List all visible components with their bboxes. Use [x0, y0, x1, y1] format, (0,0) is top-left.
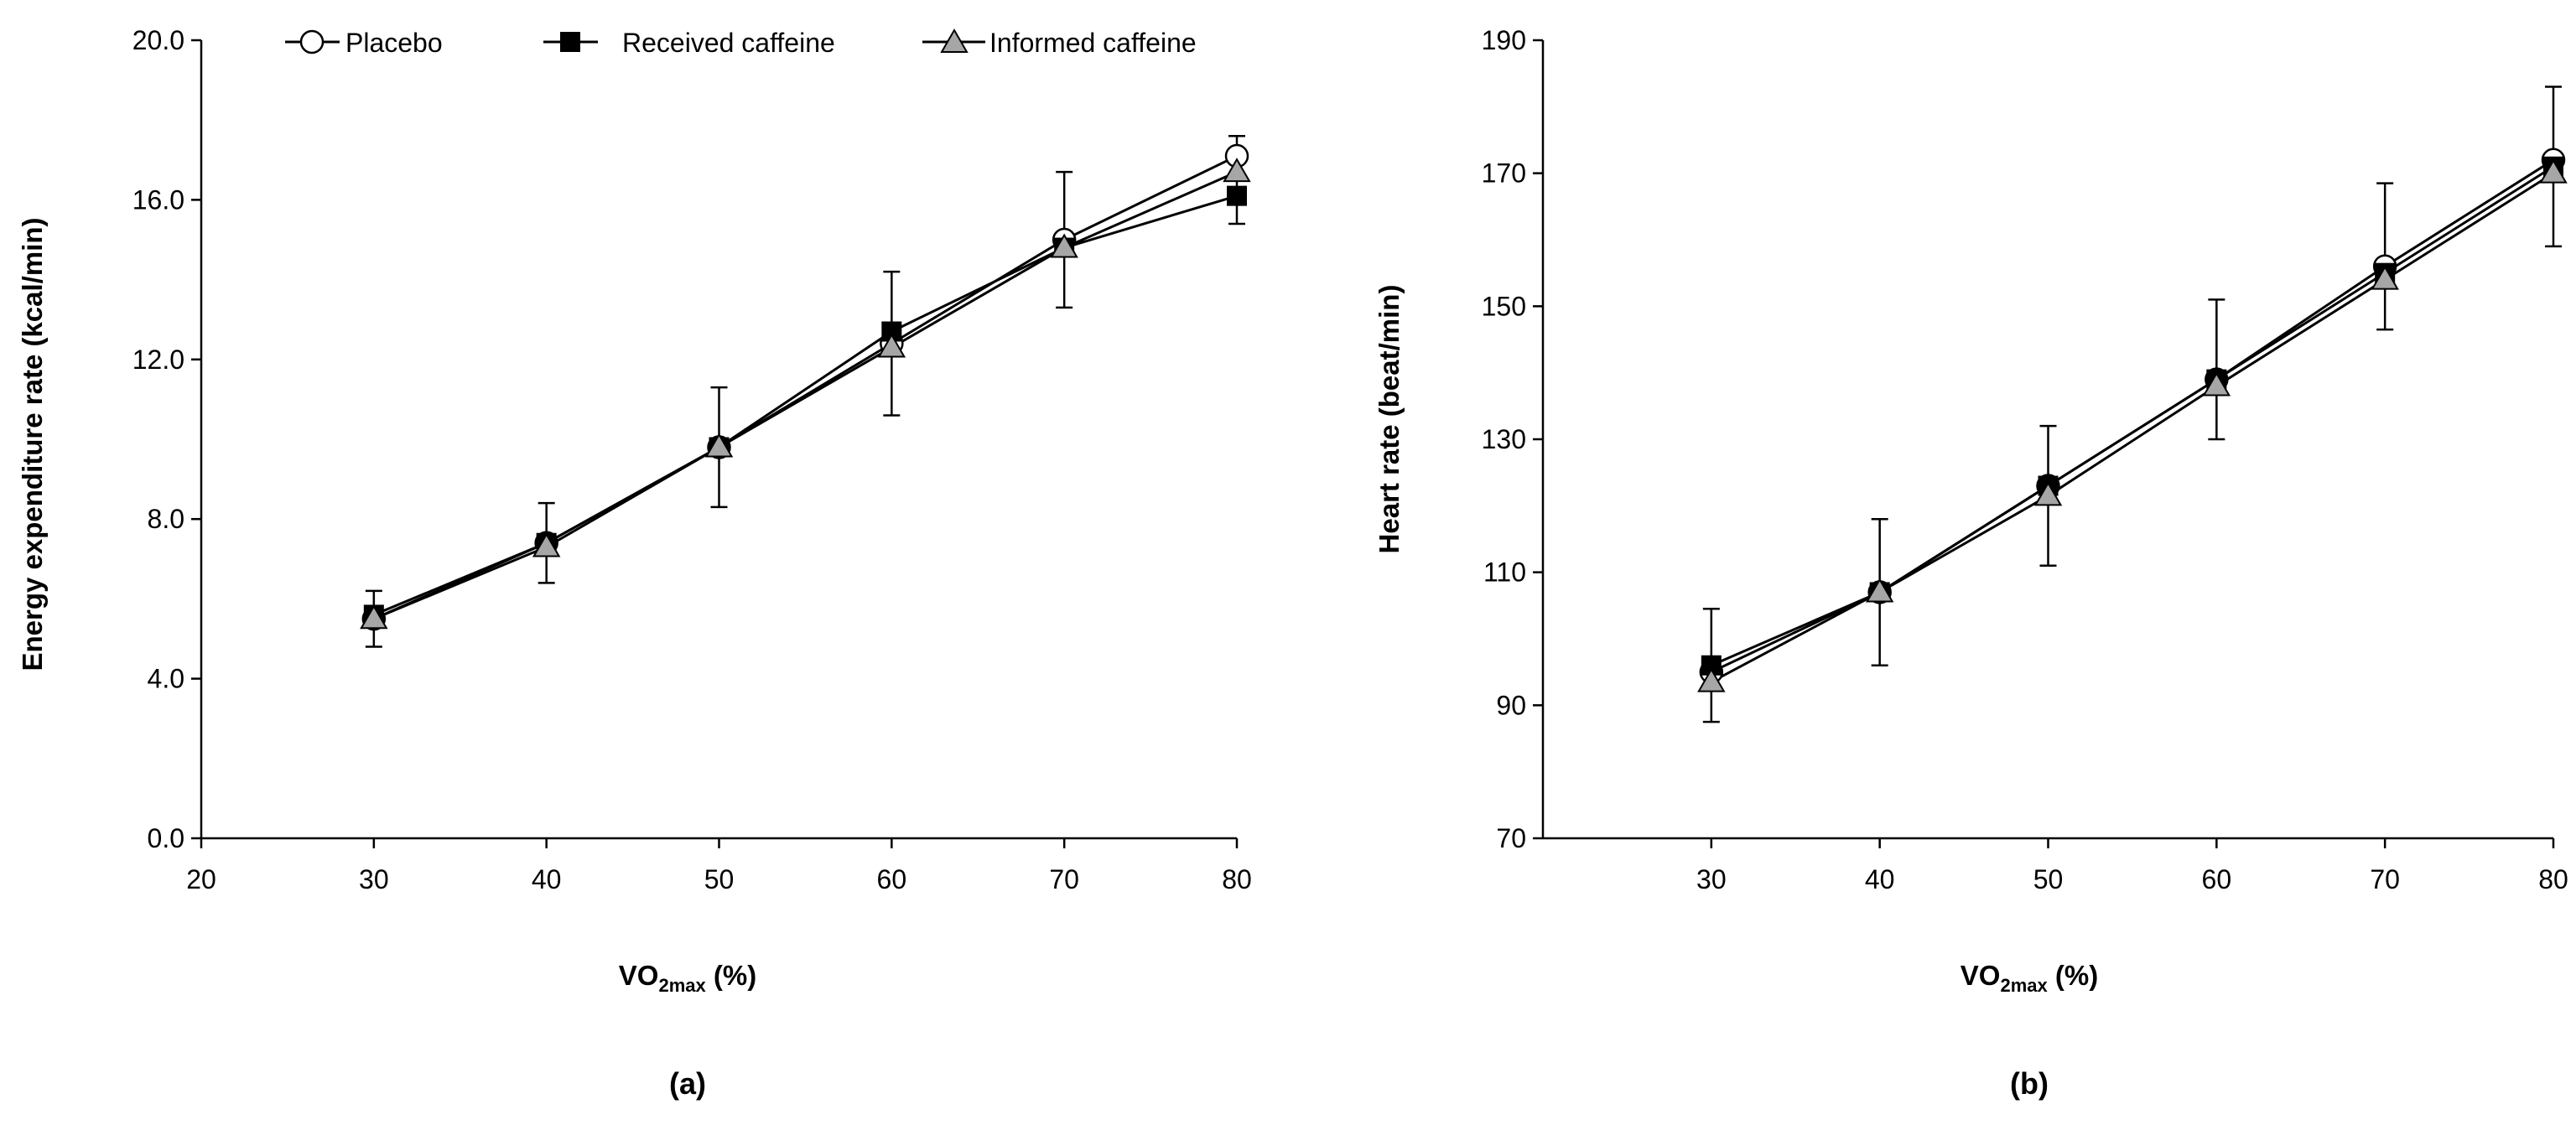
- panel-a-line-informed-caffeine: [373, 170, 1238, 620]
- panel-a-point-informed-caffeine: [877, 333, 906, 358]
- panel-a-point-informed-caffeine: [532, 532, 561, 557]
- panel-b-axes: [1533, 39, 2555, 848]
- panel-b-x-axis-title: VO2max (%): [1961, 960, 2098, 996]
- panel-b-x-tick-label: 50: [2033, 864, 2064, 894]
- panel-a-markers: [360, 143, 1251, 631]
- panel-a-point-informed-caffeine: [1223, 158, 1251, 183]
- panel-a-point-informed-caffeine: [360, 604, 388, 630]
- legend-label-received-caffeine: Received caffeine: [622, 28, 835, 58]
- panel-b-y-tick-label: 170: [1482, 158, 1526, 189]
- legend-item-informed-caffeine: Informed caffeine: [922, 28, 1197, 58]
- panel-b-tick-labels: 70 90 110 130 150 170 190 30 40 50 60 70 80: [1482, 25, 2568, 894]
- legend-item-received-caffeine: Received caffeine: [543, 28, 835, 58]
- panel-a-point-informed-caffeine: [704, 433, 734, 458]
- panel-b-y-tick-label: 190: [1482, 25, 1526, 55]
- panel-b-series-lines: [1711, 158, 2554, 683]
- panel-a-series-lines: [373, 154, 1238, 620]
- panel-a-tick-labels: 0.0 4.0 8.0 12.0 16.0 20.0 20 30 40 50 60 70 80: [132, 25, 1252, 894]
- panel-a-x-tick-label: 80: [1222, 864, 1252, 894]
- panel-b-line-placebo: [1711, 158, 2554, 674]
- panel-b-point-informed-caffeine: [2033, 481, 2063, 506]
- panel-a-label: (a): [669, 1066, 706, 1101]
- panel-b-y-tick-label: 90: [1496, 690, 1526, 720]
- panel-a-x-tick-label: 50: [704, 864, 735, 894]
- legend-received-square-icon: [560, 32, 580, 52]
- panel-b-y-tick-label: 150: [1482, 291, 1526, 321]
- panel-a-y-axis-title: Energy expenditure rate (kcal/min): [17, 217, 48, 671]
- legend-item-placebo: Placebo: [285, 28, 443, 58]
- panel-b-point-informed-caffeine: [2371, 265, 2399, 290]
- panel-b-point-informed-caffeine: [2539, 158, 2568, 184]
- legend-label-placebo: Placebo: [345, 28, 443, 58]
- panel-a-point-received-caffeine: [1227, 185, 1247, 206]
- panel-b-x-tick-label: 60: [2202, 864, 2232, 894]
- panel-a-y-tick-label: 8.0: [148, 504, 184, 534]
- panel-a-x-tick-label: 70: [1049, 864, 1079, 894]
- panel-b-line-informed-caffeine: [1711, 172, 2554, 683]
- panel-a-line-placebo: [373, 154, 1238, 620]
- panel-b-heart-rate: 70 90 110 130 150 170 190 30 40 50 60 70 80 Heart ra…: [1374, 25, 2568, 1101]
- panel-b-label: (b): [2010, 1066, 2049, 1101]
- panel-a-y-tick-label: 20.0: [132, 25, 184, 55]
- panel-a-y-tick-label: 16.0: [132, 184, 184, 215]
- panel-a-line-received-caffeine: [373, 194, 1238, 616]
- panel-b-x-tick-label: 70: [2370, 864, 2400, 894]
- panel-b-x-tick-label: 30: [1696, 864, 1727, 894]
- panel-a-x-tick-label: 30: [359, 864, 389, 894]
- panel-b-error-bars: [1702, 86, 2562, 723]
- panel-a-x-tick-label: 20: [186, 864, 216, 894]
- legend-placebo-circle-icon: [299, 29, 325, 54]
- panel-a-y-tick-label: 12.0: [132, 345, 184, 375]
- panel-a-x-tick-label: 60: [877, 864, 907, 894]
- panel-b-point-informed-caffeine: [1865, 578, 1894, 603]
- panel-a-x-axis-title: VO2max (%): [619, 960, 756, 996]
- panel-a-y-tick-label: 4.0: [148, 664, 184, 694]
- panel-b-markers: [1697, 148, 2568, 692]
- panel-a-energy-expenditure: 0.0 4.0 8.0 12.0 16.0 20.0 20 30 40 50 60 70 80 Ener…: [17, 25, 1252, 1101]
- panel-b-x-tick-label: 40: [1865, 864, 1895, 894]
- panel-b-x-tick-label: 80: [2538, 864, 2568, 894]
- panel-a-x-tick-label: 40: [532, 864, 562, 894]
- legend-informed-triangle-icon: [940, 28, 969, 53]
- panel-b-point-informed-caffeine: [2202, 371, 2231, 397]
- panel-a-y-tick-label: 0.0: [148, 823, 184, 853]
- panel-a-axes: [191, 39, 1239, 848]
- panel-b-y-tick-label: 110: [1483, 557, 1526, 588]
- panel-a-point-informed-caffeine: [1050, 233, 1078, 258]
- legend-label-informed-caffeine: Informed caffeine: [989, 28, 1197, 58]
- panel-a-error-bars: [365, 134, 1245, 648]
- panel-b-point-informed-caffeine: [1697, 667, 1726, 692]
- panel-b-y-tick-label: 70: [1496, 823, 1526, 853]
- legend: Placebo Received caffeine Informed caffe…: [285, 28, 1197, 58]
- panel-b-y-axis-title: Heart rate (beat/min): [1374, 285, 1405, 554]
- panel-b-line-received-caffeine: [1711, 165, 2554, 667]
- panel-b-y-tick-label: 130: [1482, 424, 1526, 454]
